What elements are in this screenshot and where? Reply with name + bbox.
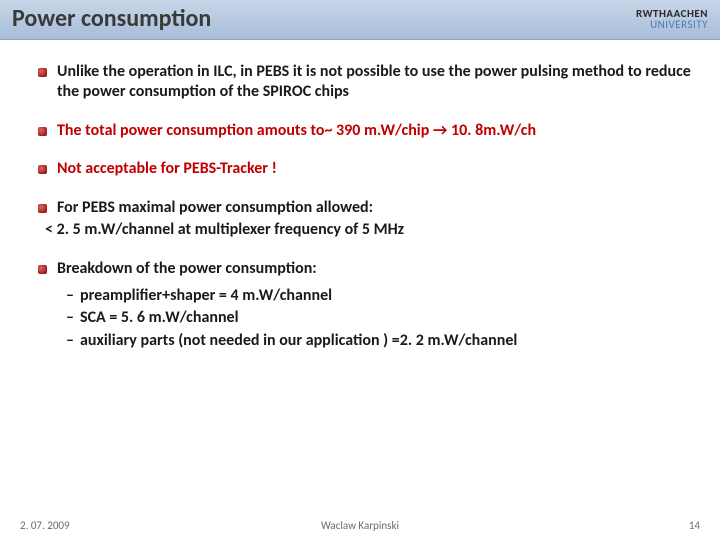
slide: Power consumption RWTHAACHEN UNIVERSITY … bbox=[0, 0, 720, 540]
bullet-text: Unlike the operation in ILC, in PEBS it … bbox=[57, 62, 692, 103]
footer-author: Waclaw Karpinski bbox=[321, 519, 399, 532]
sub-list: – preamplifier+shaper = 4 m.W/channel – … bbox=[66, 286, 692, 352]
dash-icon: – bbox=[66, 308, 80, 327]
bullet-item: Not acceptable for PEBS-Tracker ! bbox=[38, 159, 692, 179]
bullet-text-emphasis: The total power consumption amouts to~ 3… bbox=[57, 121, 536, 141]
dash-icon: – bbox=[66, 286, 80, 305]
bullet-text: Breakdown of the power consumption: bbox=[57, 259, 317, 279]
sub-item: – auxiliary parts (not needed in our app… bbox=[66, 331, 692, 352]
slide-content: Unlike the operation in ILC, in PEBS it … bbox=[0, 40, 720, 513]
bullet-icon bbox=[38, 127, 47, 136]
bullet-icon bbox=[38, 68, 47, 77]
bullet-icon bbox=[38, 204, 47, 213]
bullet-item: The total power consumption amouts to~ 3… bbox=[38, 121, 692, 141]
bullet-continuation: < 2. 5 m.W/channel at multiplexer freque… bbox=[45, 220, 692, 241]
slide-footer: 2. 07. 2009 Waclaw Karpinski 14 bbox=[0, 513, 720, 540]
title-bar: Power consumption RWTHAACHEN UNIVERSITY bbox=[0, 0, 720, 40]
logo-line2: UNIVERSITY bbox=[636, 19, 708, 30]
sub-item: – preamplifier+shaper = 4 m.W/channel bbox=[66, 286, 692, 307]
bullet-item: Unlike the operation in ILC, in PEBS it … bbox=[38, 62, 692, 103]
bullet-icon bbox=[38, 265, 47, 274]
footer-page-number: 14 bbox=[689, 519, 700, 532]
logo-line1: RWTHAACHEN bbox=[636, 8, 708, 19]
bullet-text-emphasis: Not acceptable for PEBS-Tracker ! bbox=[57, 159, 277, 179]
sub-text: preamplifier+shaper = 4 m.W/channel bbox=[80, 286, 332, 307]
footer-date: 2. 07. 2009 bbox=[20, 519, 70, 532]
bullet-text: For PEBS maximal power consumption allow… bbox=[57, 198, 373, 218]
sub-text: auxiliary parts (not needed in our appli… bbox=[80, 331, 517, 352]
dash-icon: – bbox=[66, 331, 80, 350]
university-logo: RWTHAACHEN UNIVERSITY bbox=[636, 8, 708, 30]
sub-item: – SCA = 5. 6 m.W/channel bbox=[66, 308, 692, 329]
slide-title: Power consumption bbox=[12, 4, 211, 33]
bullet-item: For PEBS maximal power consumption allow… bbox=[38, 198, 692, 218]
bullet-icon bbox=[38, 165, 47, 174]
sub-text: SCA = 5. 6 m.W/channel bbox=[80, 308, 239, 329]
bullet-item: Breakdown of the power consumption: bbox=[38, 259, 692, 279]
